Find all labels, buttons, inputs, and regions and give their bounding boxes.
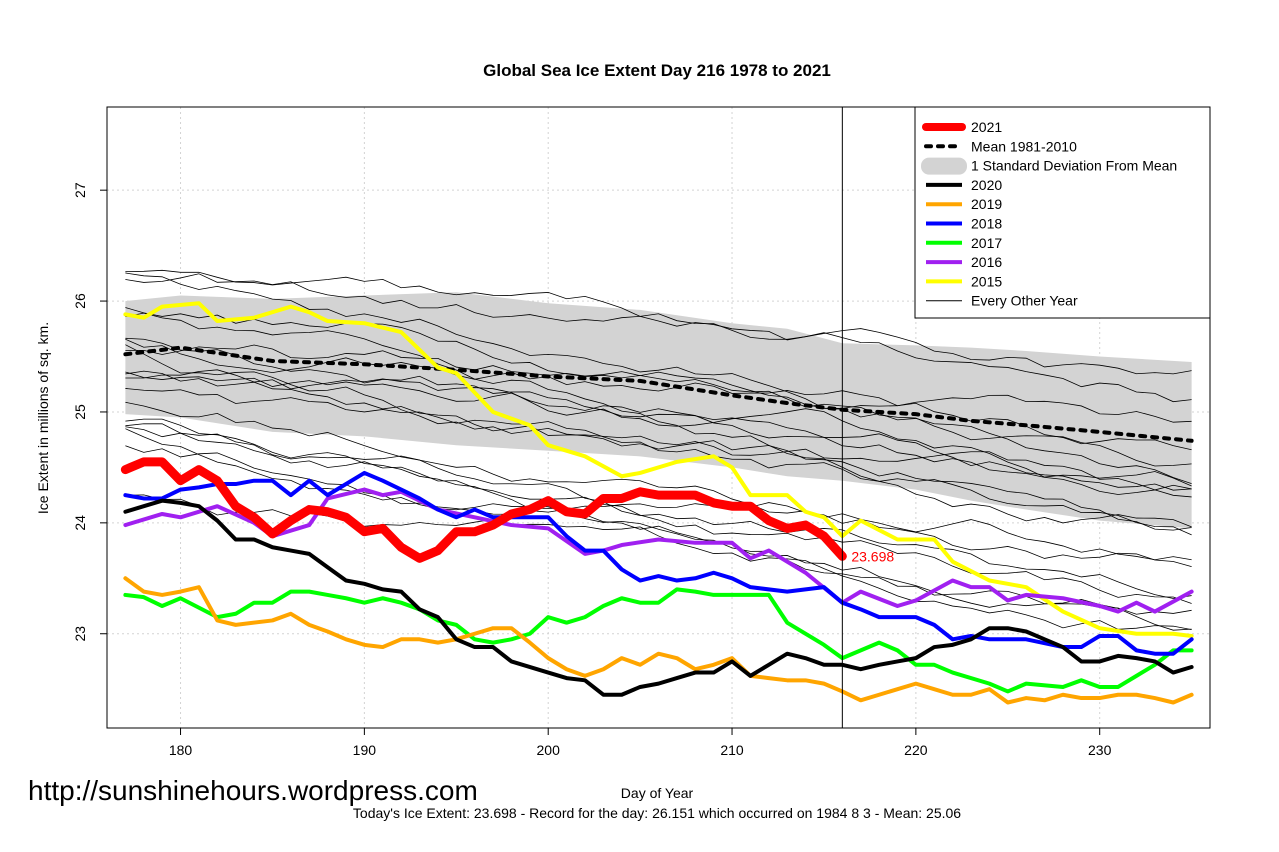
series-2020-line: [123, 498, 1194, 697]
x-tick-label: 210: [720, 742, 744, 758]
series-2016-line: [123, 487, 1194, 614]
legend-label: Every Other Year: [971, 293, 1078, 309]
other-year-line: [125, 307, 1192, 467]
other-year-line: [125, 370, 1192, 498]
x-tick-label: 230: [1088, 742, 1112, 758]
x-axis-label: Day of Year: [621, 785, 694, 801]
legend-swatch-band: [921, 157, 967, 175]
series-2017-line: [123, 587, 1194, 694]
x-tick-label: 200: [537, 742, 561, 758]
legend-label: 2018: [971, 216, 1002, 232]
legend-label: 2016: [971, 254, 1002, 270]
other-year-line: [125, 312, 1192, 528]
legend-label: 2017: [971, 235, 1002, 251]
other-year-line: [125, 388, 1192, 536]
legend-label: Mean 1981-2010: [971, 138, 1077, 154]
x-tick-label: 180: [169, 742, 193, 758]
series-2021-line: [120, 457, 847, 563]
mean-layer: [123, 345, 1194, 443]
other-year-line: [125, 418, 1192, 615]
watermark-url: http://sunshinehours.wordpress.com: [28, 775, 478, 806]
mean-line: [123, 345, 1194, 443]
other-year-line: [125, 426, 1192, 604]
x-tick-label: 190: [353, 742, 377, 758]
plot-frame: [106, 106, 1211, 729]
series-2019-line: [123, 576, 1194, 705]
legend-label: 2021: [971, 119, 1002, 135]
other-year-line: [125, 369, 1192, 487]
legend-label: 2020: [971, 177, 1002, 193]
other-year-line: [125, 273, 1192, 403]
legend-label: 1 Standard Deviation From Mean: [971, 158, 1177, 174]
std-band-layer: [125, 292, 1192, 529]
std-deviation-band: [125, 292, 1192, 529]
footer-stats: Today's Ice Extent: 23.698 - Record for …: [353, 805, 961, 821]
y-tick-label: 25: [72, 404, 88, 420]
x-tick-label: 220: [904, 742, 928, 758]
other-year-line: [125, 371, 1192, 495]
y-tick-label: 24: [72, 515, 88, 531]
other-year-line: [125, 338, 1192, 423]
legend-label: 2015: [971, 273, 1002, 289]
current-value-label: 23.698: [851, 548, 894, 564]
other-year-line: [125, 401, 1192, 567]
legend-label: 2019: [971, 196, 1002, 212]
series-layer: [120, 301, 1194, 705]
other-year-line: [125, 337, 1192, 491]
other-year-line: [125, 423, 1192, 599]
chart-title: Global Sea Ice Extent Day 216 1978 to 20…: [483, 61, 831, 80]
other-year-line: [125, 344, 1192, 531]
series-2015-line: [123, 301, 1194, 638]
other-year-line: [125, 445, 1192, 561]
legend-box: [914, 106, 1211, 319]
other-year-line: [125, 269, 1192, 375]
other-year-line: [125, 344, 1192, 485]
y-tick-label: 26: [72, 293, 88, 309]
series-2018-line: [123, 470, 1194, 656]
y-tick-label: 27: [72, 182, 88, 198]
y-tick-label: 23: [72, 626, 88, 642]
other-year-line: [125, 272, 1192, 451]
axes: 180 190 200 210 220 230 23 24 25 26 27: [72, 182, 1112, 758]
y-axis-label: Ice Extent in millions of sq. km.: [35, 322, 51, 514]
legend: 2021 Mean 1981-2010 1 Standard Deviation F…: [914, 106, 1211, 319]
